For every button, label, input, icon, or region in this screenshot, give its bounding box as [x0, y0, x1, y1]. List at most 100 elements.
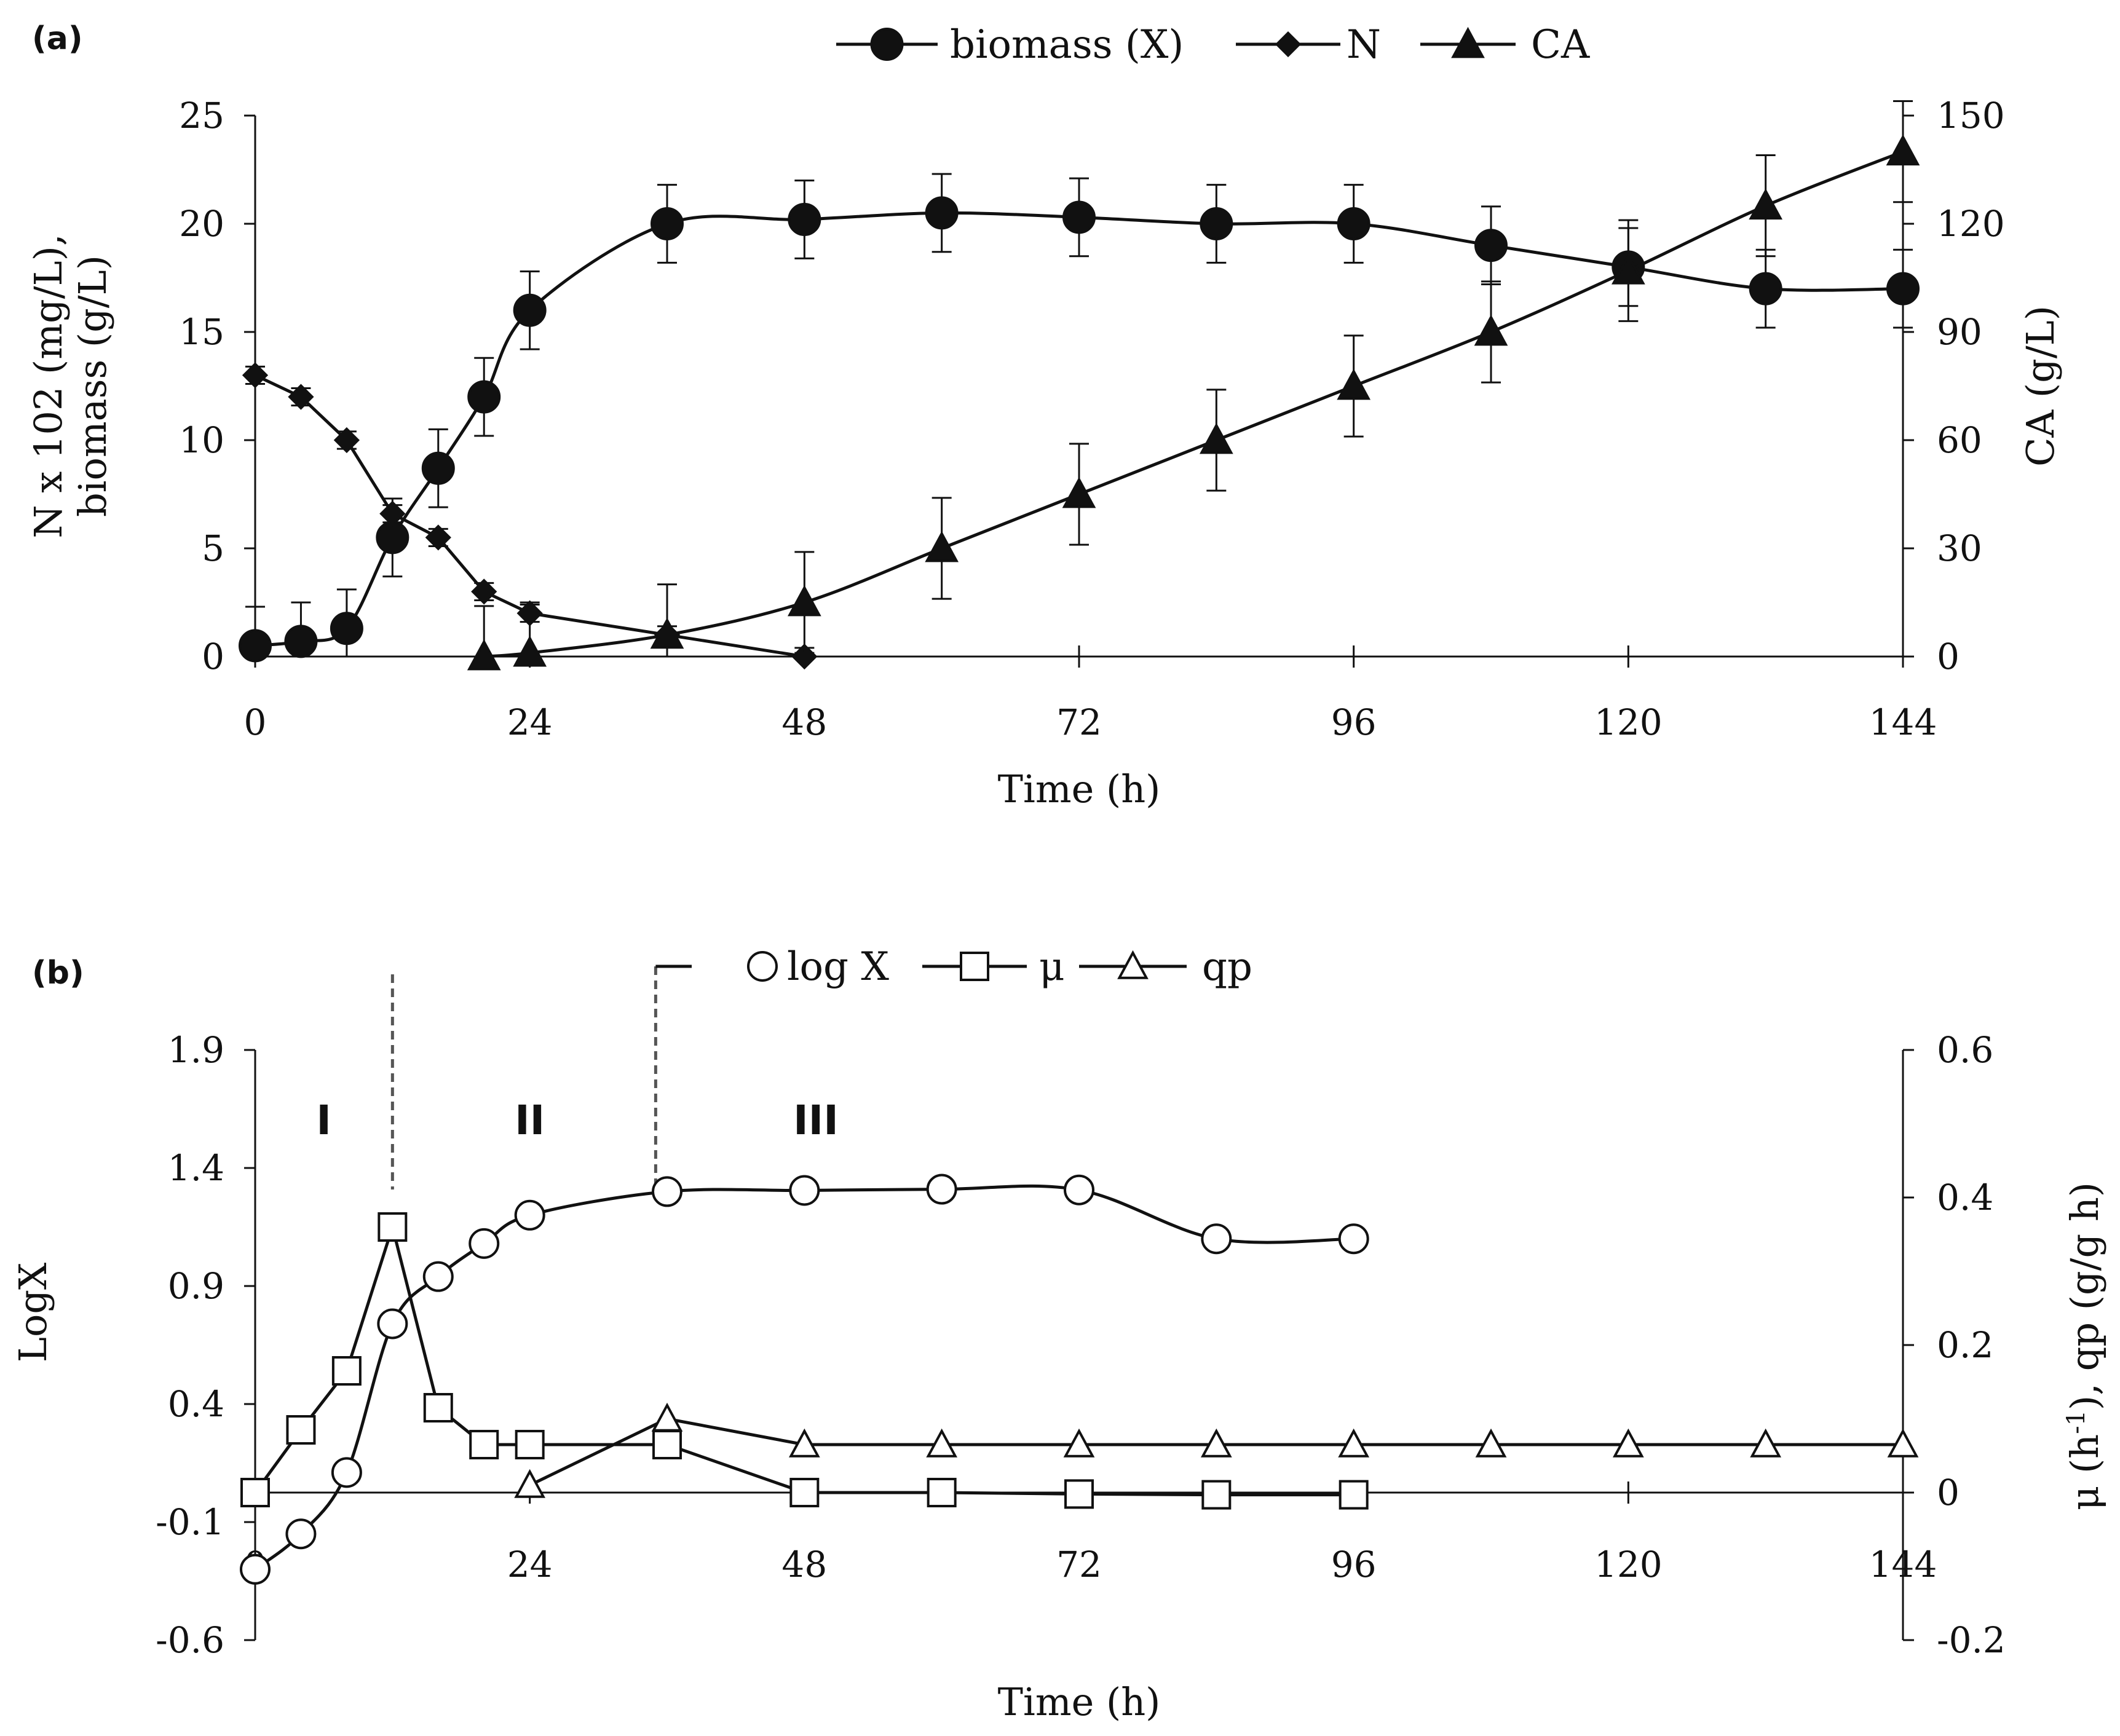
data-point-filled-triangle — [1199, 422, 1233, 454]
data-point-open-circle — [240, 1553, 271, 1585]
legend-label: biomass (X) — [950, 22, 1184, 68]
data-point-filled-circle — [513, 293, 547, 327]
data-point-open-triangle — [1200, 1428, 1232, 1458]
data-point-filled-diamond — [425, 524, 451, 551]
right-y-tick-label: 120 — [1937, 203, 2005, 245]
x-tick-label: 96 — [1331, 701, 1377, 743]
data-point-open-circle — [926, 1174, 957, 1205]
data-point-open-square — [927, 1478, 957, 1507]
data-point-open-square — [1339, 1480, 1369, 1510]
left-y-tick-label: 20 — [179, 203, 224, 245]
data-point-open-triangle — [1750, 1428, 1782, 1458]
data-point-open-square — [286, 1415, 316, 1445]
legend-marker-filled-diamond — [1275, 31, 1302, 58]
series-line-2 — [484, 150, 1904, 658]
data-point-filled-circle — [330, 612, 363, 645]
legend-marker-open-triangle — [1117, 950, 1149, 979]
data-point-open-circle — [1064, 1174, 1094, 1205]
data-point-open-square — [1201, 1480, 1232, 1510]
data-point-open-square — [1064, 1479, 1094, 1509]
data-point-open-circle — [285, 1518, 317, 1550]
panel-label: (b) — [32, 955, 84, 992]
data-point-open-triangle — [514, 1469, 546, 1498]
data-point-filled-circle — [651, 207, 684, 240]
x-tick-label: 144 — [1869, 701, 1937, 743]
right-y-tick-label: 60 — [1937, 419, 1982, 461]
x-tick-label: 120 — [1594, 701, 1663, 743]
legend-marker-open-square — [960, 952, 989, 981]
phase-label: III — [793, 1097, 839, 1144]
right-y-tick-label: 0.6 — [1937, 1029, 1993, 1071]
data-point-open-triangle — [1612, 1428, 1644, 1458]
left-y-axis-title: N x 102 (mg/L),biomass (g/L) — [26, 234, 115, 538]
data-point-filled-triangle — [925, 531, 959, 562]
data-point-filled-diamond — [288, 384, 314, 410]
data-point-open-circle — [514, 1199, 545, 1231]
data-point-filled-circle — [1886, 272, 1920, 306]
x-tick-label: 96 — [1331, 1544, 1377, 1585]
left-y-axis-title: LogX — [10, 1263, 55, 1362]
data-point-open-circle — [469, 1228, 500, 1259]
left-y-tick-label: 10 — [179, 419, 224, 461]
data-point-open-triangle — [926, 1428, 958, 1458]
panel-label: (a) — [32, 20, 83, 57]
legend-marker-filled-circle — [870, 28, 904, 61]
left-y-tick-label: 25 — [179, 95, 224, 136]
data-point-open-circle — [789, 1175, 820, 1206]
data-point-open-square — [515, 1430, 545, 1459]
left-y-tick-label: 5 — [202, 527, 224, 569]
right-y-tick-label: -0.2 — [1937, 1619, 2006, 1661]
data-point-open-circle — [377, 1308, 408, 1339]
left-y-tick-label: 1.9 — [168, 1029, 224, 1071]
data-point-filled-triangle — [1611, 253, 1645, 285]
data-point-filled-circle — [467, 380, 501, 414]
data-point-open-square — [469, 1430, 499, 1459]
data-point-open-square — [331, 1356, 362, 1386]
right-y-tick-label: 0 — [1937, 1472, 1960, 1513]
data-point-filled-circle — [1474, 229, 1508, 262]
left-y-tick-label: -0.6 — [156, 1619, 224, 1661]
data-point-filled-circle — [239, 629, 272, 663]
legend-marker-open-circle — [747, 951, 778, 982]
data-point-open-square — [789, 1478, 820, 1507]
left-y-axis-title-line-2: biomass (g/L) — [70, 255, 115, 517]
left-y-tick-label: 0 — [202, 636, 224, 677]
x-tick-label: 120 — [1594, 1544, 1663, 1585]
data-point-filled-triangle — [1337, 368, 1371, 400]
x-axis-title: Time (h) — [998, 1679, 1161, 1724]
data-point-open-triangle — [1338, 1428, 1370, 1458]
data-point-filled-circle — [1200, 207, 1233, 240]
legend-label: qp — [1202, 944, 1252, 990]
phase-label: II — [515, 1097, 545, 1144]
data-point-filled-circle — [925, 196, 959, 230]
legend-label: log X — [787, 944, 889, 990]
legend-marker-filled-triangle — [1451, 26, 1485, 58]
data-point-filled-triangle — [1749, 188, 1783, 220]
data-point-open-circle — [331, 1457, 362, 1488]
x-tick-label: 24 — [507, 701, 553, 743]
left-y-tick-label: 15 — [179, 311, 224, 353]
right-y-tick-label: 0.4 — [1937, 1177, 1993, 1218]
data-point-open-triangle — [1887, 1428, 1919, 1458]
x-tick-label: 24 — [507, 1544, 553, 1585]
x-tick-label: 48 — [781, 701, 827, 743]
data-point-open-triangle — [788, 1428, 820, 1458]
series-line-0 — [255, 211, 1904, 647]
data-point-filled-diamond — [333, 427, 360, 454]
left-y-tick-label: 1.4 — [168, 1147, 224, 1189]
data-point-filled-triangle — [513, 635, 547, 667]
x-tick-label: 48 — [781, 1544, 827, 1585]
legend-label: CA — [1531, 22, 1590, 68]
right-y-axis-title: CA (g/L) — [2018, 306, 2063, 467]
right-y-axis-title-superscript: -1 — [2062, 1410, 2090, 1434]
data-point-open-triangle — [651, 1402, 683, 1432]
data-point-filled-circle — [421, 451, 455, 485]
right-y-tick-label: 150 — [1937, 95, 2005, 136]
data-point-open-square — [240, 1478, 270, 1507]
data-point-filled-diamond — [379, 500, 406, 527]
data-point-filled-circle — [1749, 272, 1782, 306]
data-point-open-circle — [1201, 1223, 1232, 1255]
chart-panel-a: 0 24 48 72 96 120 14405101520250306090120150Ti… — [26, 20, 2063, 811]
data-point-open-square — [378, 1212, 408, 1242]
